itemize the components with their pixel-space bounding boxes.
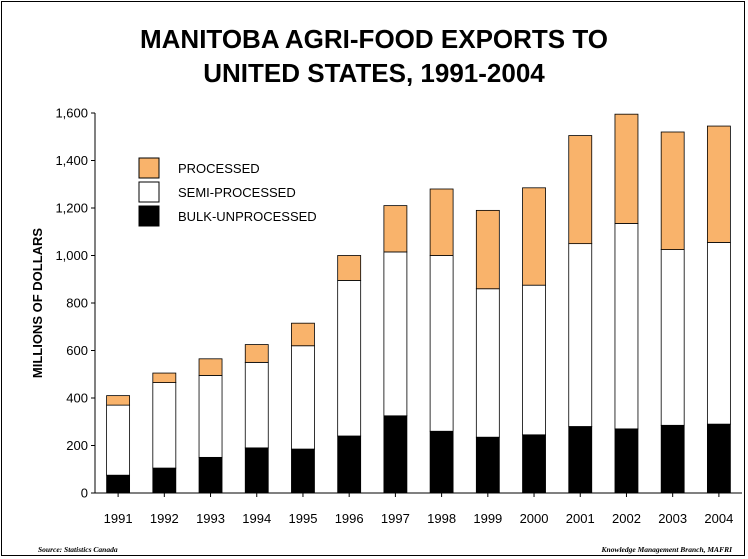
bar-semi-processed-1992 xyxy=(152,382,177,469)
bar-semi-processed-1991 xyxy=(106,404,131,476)
bar-bulk-unprocessed-1992 xyxy=(152,467,177,494)
x-tick-label: 1998 xyxy=(427,511,456,526)
bar-semi-processed-1997 xyxy=(383,251,408,417)
bar-processed-1991 xyxy=(106,395,131,406)
legend-swatch-semi-processed xyxy=(138,181,160,203)
bar-processed-1999 xyxy=(475,209,500,290)
x-tick-label: 1997 xyxy=(381,511,410,526)
x-tick-label: 2003 xyxy=(658,511,687,526)
y-tick-label: 400 xyxy=(66,391,88,406)
bar-bulk-unprocessed-1995 xyxy=(291,448,315,494)
y-tick-label: 1,400 xyxy=(55,153,88,168)
bar-processed-1998 xyxy=(429,188,454,256)
bar-processed-2000 xyxy=(522,187,546,286)
bar-semi-processed-2003 xyxy=(660,249,685,426)
x-tick-label: 2000 xyxy=(520,511,549,526)
bar-processed-1997 xyxy=(383,205,408,253)
legend-label-bulk-unprocessed: BULK-UNPROCESSED xyxy=(178,209,317,224)
bar-processed-1996 xyxy=(337,255,362,281)
source-note: Source: Statistics Canada xyxy=(38,545,118,554)
bar-bulk-unprocessed-2004 xyxy=(706,423,731,494)
bar-processed-1994 xyxy=(244,344,269,363)
chart-title-line-1: MANITOBA AGRI-FOOD EXPORTS TO xyxy=(139,24,608,54)
bar-semi-processed-2000 xyxy=(522,284,546,436)
bar-processed-1992 xyxy=(152,372,177,383)
y-tick-label: 1,200 xyxy=(55,201,88,216)
x-tick-label: 2002 xyxy=(612,511,641,526)
bar-processed-2004 xyxy=(706,125,731,243)
x-tick-label: 1993 xyxy=(196,511,225,526)
legend-swatch-bulk-unprocessed xyxy=(138,205,160,227)
bar-bulk-unprocessed-1997 xyxy=(383,415,408,494)
x-tick-label: 2004 xyxy=(704,511,733,526)
bar-bulk-unprocessed-1996 xyxy=(337,435,362,494)
x-tick-label: 1994 xyxy=(242,511,271,526)
bar-processed-2002 xyxy=(614,113,639,224)
x-tick-label: 1996 xyxy=(335,511,364,526)
y-tick-label: 0 xyxy=(81,486,88,501)
y-tick-label: 600 xyxy=(66,343,88,358)
bar-semi-processed-2002 xyxy=(614,223,639,430)
bar-processed-1993 xyxy=(198,358,223,376)
bar-semi-processed-1999 xyxy=(475,288,500,438)
bar-semi-processed-2004 xyxy=(706,242,731,425)
x-tick-label: 1995 xyxy=(289,511,318,526)
bar-semi-processed-1994 xyxy=(244,361,269,449)
legend-label-semi-processed: SEMI-PROCESSED xyxy=(178,185,296,200)
bar-semi-processed-1993 xyxy=(198,375,223,458)
bar-processed-1995 xyxy=(291,322,315,347)
x-tick-label: 2001 xyxy=(566,511,595,526)
bar-semi-processed-2001 xyxy=(568,243,593,427)
bar-bulk-unprocessed-1993 xyxy=(198,456,223,494)
bar-bulk-unprocessed-2002 xyxy=(614,428,639,494)
bar-semi-processed-1996 xyxy=(337,280,362,437)
bar-bulk-unprocessed-2003 xyxy=(660,424,685,494)
bar-bulk-unprocessed-1998 xyxy=(429,430,454,494)
chart-title: MANITOBA AGRI-FOOD EXPORTS TO UNITED STA… xyxy=(0,22,748,90)
x-tick-label: 1999 xyxy=(473,511,502,526)
bar-bulk-unprocessed-1999 xyxy=(475,436,500,494)
x-tick-label: 1991 xyxy=(104,511,133,526)
bar-bulk-unprocessed-2001 xyxy=(568,426,593,494)
y-tick-label: 800 xyxy=(66,296,88,311)
bar-bulk-unprocessed-1994 xyxy=(244,447,269,494)
y-tick-label: 200 xyxy=(66,438,88,453)
bar-processed-2001 xyxy=(568,135,593,245)
y-tick-label: 1,600 xyxy=(55,106,88,121)
legend-swatch-processed xyxy=(138,157,160,179)
bar-bulk-unprocessed-2000 xyxy=(522,434,546,494)
bar-processed-2003 xyxy=(660,131,685,250)
chart-title-line-2: UNITED STATES, 1991-2004 xyxy=(203,58,545,88)
y-tick-label: 1,000 xyxy=(55,248,88,263)
x-tick-label: 1992 xyxy=(150,511,179,526)
y-axis-title: MILLIONS OF DOLLARS xyxy=(30,228,45,379)
bar-semi-processed-1998 xyxy=(429,255,454,432)
legend-label-processed: PROCESSED xyxy=(178,161,260,176)
bar-semi-processed-1995 xyxy=(291,345,315,450)
bar-bulk-unprocessed-1991 xyxy=(106,474,131,494)
credit-note: Knowledge Management Branch, MAFRI xyxy=(601,545,732,554)
